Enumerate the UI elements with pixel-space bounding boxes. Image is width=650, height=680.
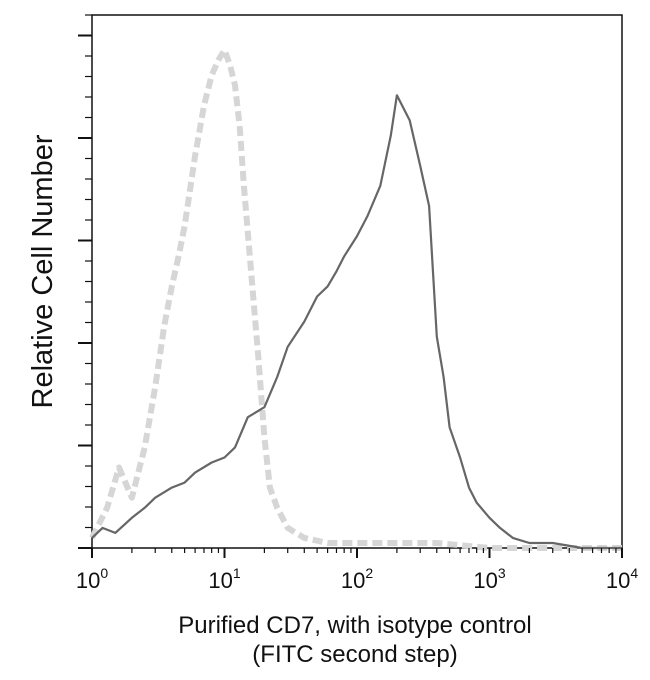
plot-area xyxy=(91,14,623,549)
x-tick-label: 100 xyxy=(76,565,108,593)
plot-frame xyxy=(91,14,623,549)
x-axis-subtitle: (FITC second step) xyxy=(252,641,457,668)
x-axis-ticks xyxy=(91,548,623,558)
x-axis-title: Purified CD7, with isotype control xyxy=(178,612,531,639)
series-layer xyxy=(89,47,622,551)
y-axis-ticks xyxy=(78,14,92,549)
x-tick-label: 103 xyxy=(473,565,505,593)
x-tick-label: 102 xyxy=(341,565,373,593)
cd7-line xyxy=(91,94,622,550)
x-tick-label: 104 xyxy=(606,565,638,593)
y-axis-title: Relative Cell Number xyxy=(27,134,59,408)
x-axis-tick-labels: 100 101 102 103 104 xyxy=(76,565,638,593)
x-tick-label: 101 xyxy=(208,565,240,593)
isotype-control-line xyxy=(89,47,622,551)
